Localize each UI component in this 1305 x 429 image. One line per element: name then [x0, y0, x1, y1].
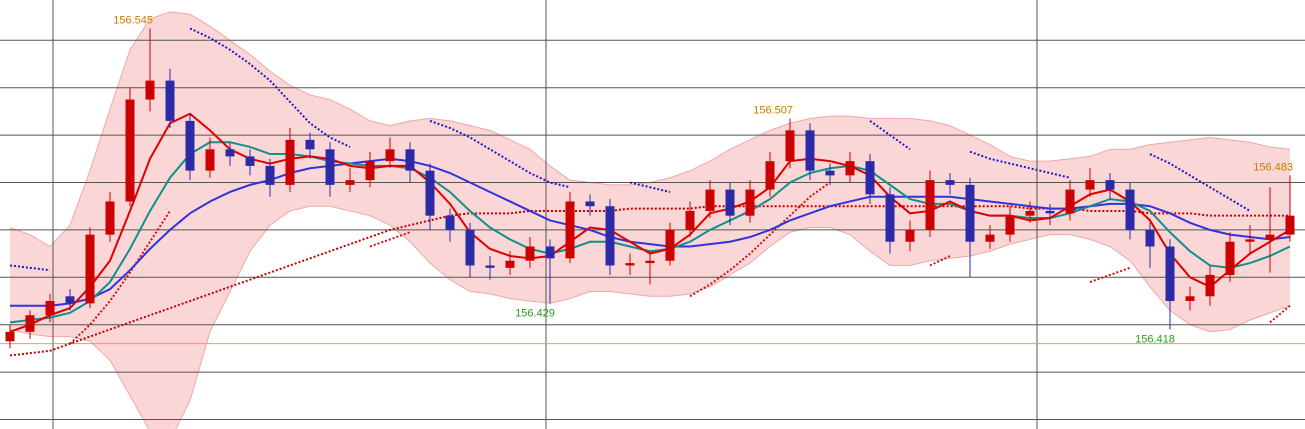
candle-body — [25, 315, 35, 332]
candle-body — [1265, 234, 1275, 240]
candle-body — [1245, 239, 1255, 242]
candle-body — [245, 156, 255, 166]
candle-body — [725, 189, 735, 216]
candle-body — [125, 99, 135, 202]
price-annotation: 156.429 — [515, 307, 555, 319]
price-annotation: 156.483 — [1253, 161, 1293, 173]
dotted-line — [9, 264, 51, 272]
candle-body — [1085, 180, 1095, 190]
dotted-line — [189, 27, 351, 148]
candle-body — [805, 130, 815, 171]
candle-body — [425, 170, 435, 216]
candle-body — [385, 149, 395, 162]
candle-body — [1125, 189, 1135, 230]
candle-body — [85, 234, 95, 304]
candle-body — [445, 215, 455, 230]
candle-body — [925, 180, 935, 230]
candle-body — [605, 206, 615, 266]
candle-layer — [5, 28, 1295, 349]
candle-body — [825, 170, 835, 176]
dotted-line — [369, 231, 411, 248]
candle-body — [1285, 215, 1295, 235]
band-edge — [9, 205, 1291, 429]
candle-body — [1205, 274, 1215, 297]
price-annotation: 156.507 — [753, 104, 793, 116]
candle-body — [1025, 210, 1035, 216]
candle-body — [645, 260, 655, 264]
dotted-line — [869, 120, 911, 151]
dotted-line — [69, 210, 171, 345]
candle-body — [705, 189, 715, 211]
candle-body — [1225, 241, 1235, 275]
candle-body — [1185, 296, 1195, 302]
candle-body — [165, 80, 175, 121]
candle-body — [305, 139, 315, 150]
candle-body — [1105, 180, 1115, 190]
moving-average — [10, 157, 1291, 307]
candle-body — [905, 229, 915, 242]
candle-body — [1065, 189, 1075, 214]
candle-body — [765, 161, 775, 190]
dotted-line — [9, 205, 1290, 357]
candle-body — [65, 296, 75, 304]
candle-body — [785, 130, 795, 162]
dotted-line — [1149, 153, 1251, 212]
dotted-line — [969, 150, 1071, 179]
candle-body — [685, 210, 695, 230]
candle-body — [265, 165, 275, 185]
candle-body — [225, 149, 235, 157]
candle-body — [625, 263, 635, 266]
candle-body — [525, 246, 535, 261]
candle-body — [45, 301, 55, 316]
candle-body — [405, 149, 415, 171]
candle-body — [745, 189, 755, 216]
dotted-line — [629, 181, 671, 193]
candle-body — [545, 246, 555, 259]
price-annotation: 156.545 — [113, 14, 153, 26]
candle-body — [965, 184, 975, 242]
price-annotation: 156.418 — [1135, 333, 1175, 345]
candle-body — [945, 180, 955, 185]
candle-body — [365, 161, 375, 181]
candle-body — [145, 80, 155, 100]
candle-body — [865, 161, 875, 195]
dotted-line — [1089, 266, 1131, 283]
candle-body — [185, 120, 195, 171]
candle-body — [325, 149, 335, 185]
candle-body — [565, 201, 575, 259]
label-layer: 156.545 156.507 156.483 156.429 156.418 — [113, 14, 1293, 345]
candle-body — [1045, 210, 1055, 214]
dotted-line — [1269, 304, 1291, 324]
band-area — [10, 11, 1290, 429]
candle-body — [205, 149, 215, 171]
candle-body — [885, 194, 895, 242]
candle-body — [505, 260, 515, 268]
candle-body — [285, 139, 295, 185]
candle-body — [1005, 215, 1015, 235]
candle-body — [585, 201, 595, 207]
dotted-line — [429, 119, 571, 189]
candle-body — [985, 234, 995, 242]
candle-body — [845, 161, 855, 176]
candle-body — [485, 265, 495, 268]
candle-body — [5, 331, 15, 342]
candle-body — [665, 229, 675, 261]
candle-body — [105, 201, 115, 235]
candle-body — [1145, 229, 1155, 247]
candle-body — [345, 180, 355, 185]
candle-body — [465, 229, 475, 266]
candle-body — [1165, 246, 1175, 302]
